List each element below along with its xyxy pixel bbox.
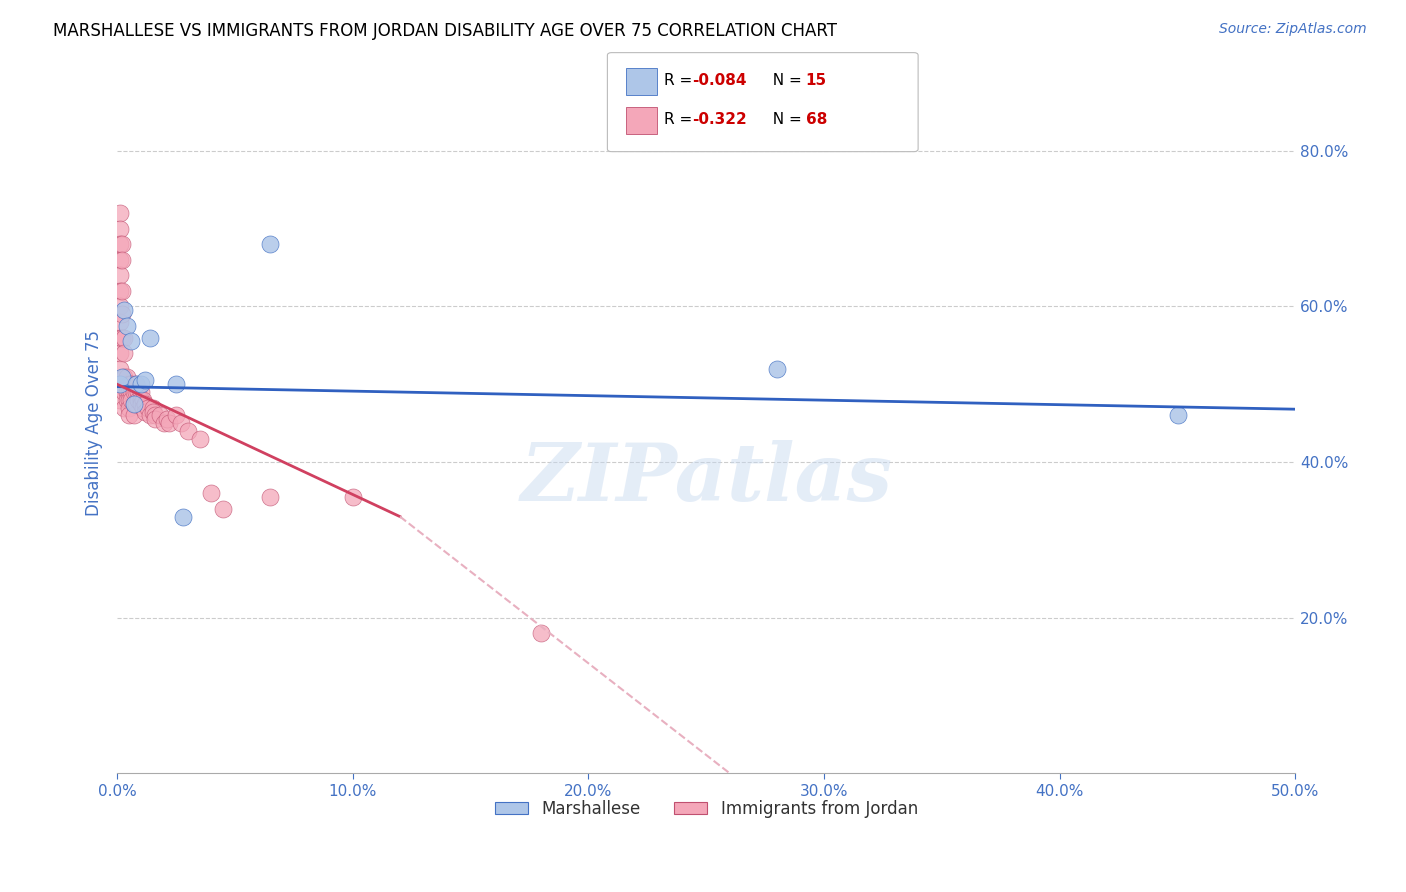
Point [766,361,789,376]
Point [177,424,200,438]
Text: Source: ZipAtlas.com: Source: ZipAtlas.com [1219,22,1367,37]
Point [111,252,134,267]
Point [108,300,131,314]
Point [125,385,148,400]
Point [120,392,142,407]
Point [122,397,145,411]
Point [122,385,145,400]
Point [112,330,135,344]
Point [143,412,166,426]
Point [139,330,162,344]
Point [112,385,135,400]
Point [108,221,131,235]
Text: -0.322: -0.322 [692,112,747,127]
Point [134,373,156,387]
Y-axis label: Disability Age Over 75: Disability Age Over 75 [86,330,103,516]
Point [153,416,176,430]
Point [129,392,152,407]
Point [143,409,166,423]
Point [170,416,193,430]
Point [108,392,131,407]
Point [125,397,148,411]
Point [129,397,152,411]
Point [118,392,141,407]
Point [132,392,155,407]
Point [342,490,364,504]
Point [259,490,281,504]
Point [108,330,131,344]
Point [108,377,131,392]
Point [200,486,222,500]
Point [127,385,149,400]
Point [1167,409,1189,423]
Point [157,416,180,430]
Text: MARSHALLESE VS IMMIGRANTS FROM JORDAN DISABILITY AGE OVER 75 CORRELATION CHART: MARSHALLESE VS IMMIGRANTS FROM JORDAN DI… [53,22,838,40]
Point [188,432,211,446]
Point [108,361,131,376]
Point [112,346,135,360]
Text: 15: 15 [806,73,827,87]
Point [165,377,187,392]
Point [125,377,148,392]
Point [112,401,135,415]
Point [115,385,138,400]
Point [259,237,281,252]
Point [108,346,131,360]
Point [125,377,148,392]
Point [108,237,131,252]
Point [172,509,194,524]
Text: N =: N = [763,73,807,87]
Point [108,377,131,392]
Point [134,397,156,411]
Point [111,284,134,298]
Point [111,307,134,321]
Point [118,401,141,415]
Point [108,284,131,298]
Point [120,334,142,349]
Point [129,377,152,392]
Text: N =: N = [763,112,807,127]
Point [149,409,172,423]
Text: ZIPatlas: ZIPatlas [520,441,893,518]
Point [118,385,141,400]
Text: -0.084: -0.084 [692,73,747,87]
Point [122,409,145,423]
Point [141,404,163,418]
Point [139,409,162,423]
Text: R =: R = [664,73,697,87]
Point [165,409,187,423]
Point [141,401,163,415]
Text: 68: 68 [806,112,827,127]
Point [212,501,235,516]
Legend: Marshallese, Immigrants from Jordan: Marshallese, Immigrants from Jordan [488,793,925,824]
Point [108,315,131,329]
Point [134,404,156,418]
Point [112,369,135,384]
Point [111,330,134,344]
Point [132,401,155,415]
Text: R =: R = [664,112,697,127]
Point [530,626,553,640]
Point [118,409,141,423]
Point [120,377,142,392]
Point [108,252,131,267]
Point [115,392,138,407]
Point [111,237,134,252]
Point [108,206,131,220]
Point [156,412,179,426]
Point [108,268,131,283]
Point [127,392,149,407]
Point [115,369,138,384]
Point [111,369,134,384]
Point [115,318,138,333]
Point [129,385,152,400]
Point [136,401,159,415]
Point [118,377,141,392]
Point [120,385,142,400]
Point [122,397,145,411]
Point [112,303,135,318]
